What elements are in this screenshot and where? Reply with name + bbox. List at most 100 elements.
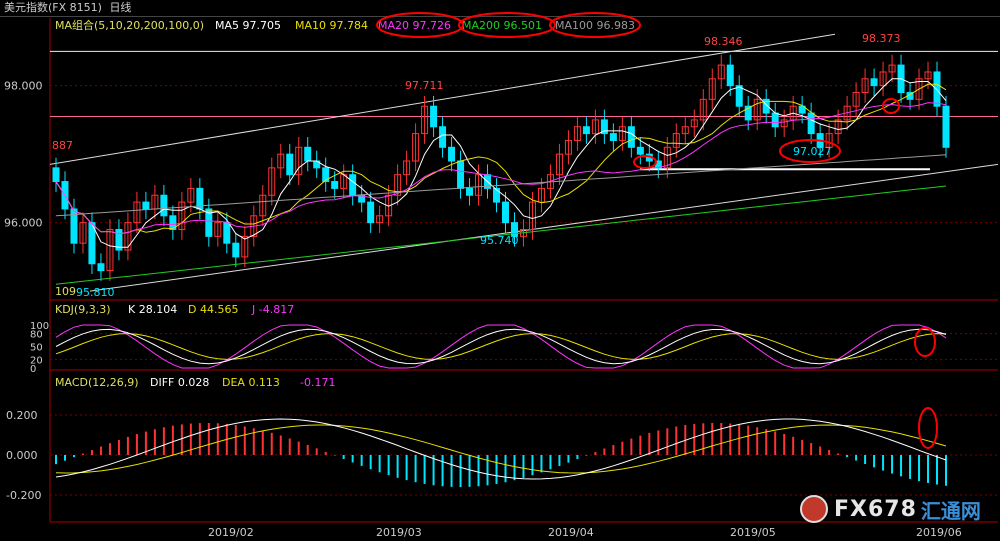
kdj-k-line [55,328,947,365]
fx678-logo-icon [800,495,828,523]
candle-body [286,153,294,176]
candle-body [564,139,572,155]
ma10-line [55,83,947,235]
annotation-circle-kdj [914,327,936,357]
candle-body [852,92,860,107]
candle-body [573,126,581,141]
candle-body [807,112,815,135]
candle-body [52,167,60,183]
kdj-axis-label: 20 [30,355,43,366]
candle-body [205,208,213,237]
macd-diff-line [55,418,947,480]
annotation-circle-low-may [779,139,841,163]
candle-body [690,119,698,128]
ma-legend-ma100: MA100 96.983 [555,19,635,32]
candle-body [771,112,779,128]
candle-body [717,64,725,80]
candle-body [600,119,608,135]
annotation-circle-may-dip [882,98,900,114]
kdj-axis-label: 50 [30,343,43,354]
annotation-circle-ma200 [458,12,556,38]
candle-body [97,263,105,272]
annotation-high-feb: 97.711 [405,79,444,92]
candle-body [457,160,465,189]
candle-body [924,71,932,80]
candle-body [259,194,267,217]
candle-body [133,201,141,224]
ma-legend-ma10: MA10 97.784 [295,19,368,32]
candle-body [528,201,536,231]
candle-body [349,174,357,196]
annotation-low-may: 97.027 [793,145,832,158]
macd-axis-label: 0.200 [6,409,38,422]
candle-body [304,146,312,162]
candle-body [70,208,78,244]
watermark-logo: FX678 汇通网 [800,492,981,526]
period-label[interactable]: 日线 [109,1,132,14]
kdj-axis-label: 0 [30,364,36,375]
annotation-circle-ma20 [376,12,464,38]
kdj-axis-label: 80 [30,330,43,341]
macd-value: -0.171 [300,376,335,389]
candle-body [555,153,563,176]
candle-body [618,126,626,141]
candle-body [537,187,545,203]
candle-body [942,105,950,148]
candle-body [223,222,231,244]
candle-body [888,64,896,73]
candle-body [79,222,87,244]
macd-axis-label: -0.200 [6,489,41,502]
candle-body [681,126,689,135]
candle-body [403,160,411,176]
candle-body [780,119,788,128]
x-axis-label: 2019/05 [730,526,776,539]
candle-body [744,105,752,121]
x-axis-label: 2019/06 [916,526,962,539]
candle-body [510,222,518,237]
ma5-line [55,78,947,248]
candle-body [726,64,734,87]
price-axis-label: 98.000 [4,80,43,93]
candle-body [699,98,707,121]
candle-body [187,187,195,203]
annotation-high-may: 98.373 [862,32,901,45]
ma-indicator-label: MA组合(5,10,20,200,100,0) [55,18,204,32]
candle-body [627,126,635,148]
watermark-text: FX678 [834,496,917,522]
candle-body [160,194,168,217]
kdj-d-line [55,333,947,360]
candle-body [421,105,429,135]
candle-body [493,187,501,203]
candle-body [870,78,878,87]
candle-body [861,78,869,94]
x-axis-label: 2019/03 [376,526,422,539]
candle-body [124,222,132,251]
x-axis-label: 2019/04 [548,526,594,539]
ma-legend-ma20: MA20 97.726 [378,19,451,32]
candle-body [582,126,590,135]
candle-body [331,181,339,189]
candle-body [933,71,941,107]
candle-body [412,133,420,162]
candle-body [735,85,743,107]
candle-body [663,146,671,169]
candle-body [501,201,509,224]
candle-body [753,98,761,121]
candle-body [430,105,438,128]
kdj-axis-label: 100 [30,321,49,332]
macd-dea-line [55,424,947,474]
candle-body [879,71,887,87]
kdj-j-value: J -4.817 [251,303,294,316]
candle-body [367,201,375,224]
annotation-high-apr: 98.346 [704,35,743,48]
candle-body [88,222,96,265]
annotation-left-top: 887 [52,139,73,152]
macd-axis-label: 0.000 [6,449,38,462]
kdj-k-value: K 28.104 [128,303,177,316]
annotation-low-mar: 95.740 [480,234,519,247]
candle-body [439,126,447,148]
candle-body [475,174,483,196]
ma200-line [55,185,947,285]
ma-legend-ma5: MA5 97.705 [215,19,281,32]
